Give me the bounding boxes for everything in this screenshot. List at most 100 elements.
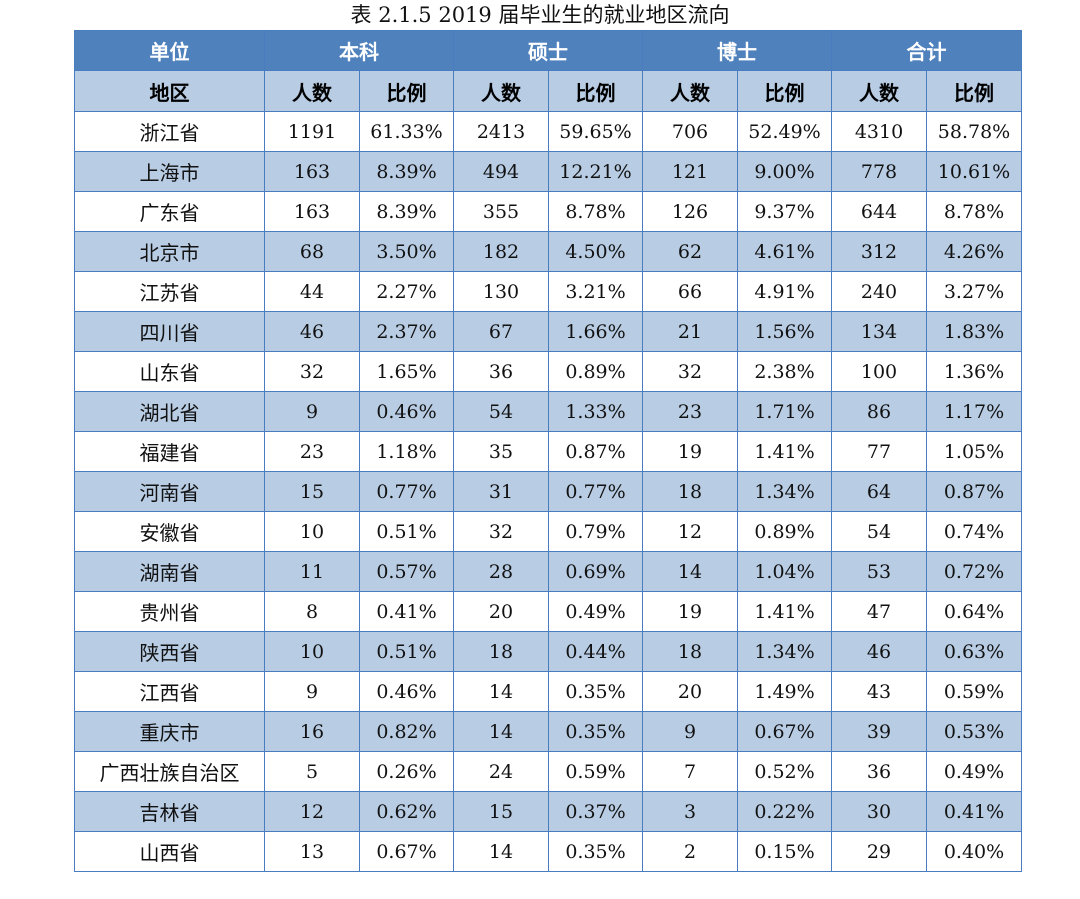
total-ratio-cell: 58.78% <box>926 111 1022 152</box>
master-count-cell: 14 <box>453 831 549 872</box>
header-doctor: 博士 <box>642 30 832 71</box>
undergrad-count-cell: 10 <box>264 511 360 552</box>
doctor-ratio-cell: 1.41% <box>737 591 832 632</box>
doctor-count-cell: 2 <box>642 831 738 872</box>
master-count-cell: 14 <box>453 711 549 752</box>
region-cell: 贵州省 <box>74 591 265 632</box>
table-row: 贵州省 8 0.41% 20 0.49% 19 1.41% 47 0.64% <box>74 591 1022 632</box>
master-count-cell: 18 <box>453 631 549 672</box>
sub-header-count: 人数 <box>264 70 360 112</box>
doctor-ratio-cell: 1.34% <box>737 631 832 672</box>
table-row: 重庆市 16 0.82% 14 0.35% 9 0.67% 39 0.53% <box>74 711 1022 752</box>
doctor-count-cell: 18 <box>642 631 738 672</box>
total-count-cell: 54 <box>831 511 927 552</box>
region-cell: 广西壮族自治区 <box>74 751 265 792</box>
region-cell: 陕西省 <box>74 631 265 672</box>
region-cell: 湖南省 <box>74 551 265 592</box>
master-ratio-cell: 0.35% <box>548 711 643 752</box>
table-row: 湖北省 9 0.46% 54 1.33% 23 1.71% 86 1.17% <box>74 391 1022 432</box>
region-cell: 四川省 <box>74 311 265 352</box>
doctor-count-cell: 19 <box>642 591 738 632</box>
doctor-count-cell: 19 <box>642 431 738 472</box>
doctor-count-cell: 66 <box>642 271 738 312</box>
doctor-ratio-cell: 2.38% <box>737 351 832 392</box>
doctor-ratio-cell: 9.37% <box>737 191 832 232</box>
undergrad-ratio-cell: 0.62% <box>359 791 454 832</box>
header-total: 合计 <box>831 30 1022 71</box>
master-count-cell: 24 <box>453 751 549 792</box>
table-row: 山西省 13 0.67% 14 0.35% 2 0.15% 29 0.40% <box>74 831 1022 872</box>
master-ratio-cell: 0.37% <box>548 791 643 832</box>
undergrad-count-cell: 1191 <box>264 111 360 152</box>
master-count-cell: 28 <box>453 551 549 592</box>
master-count-cell: 67 <box>453 311 549 352</box>
master-count-cell: 20 <box>453 591 549 632</box>
total-count-cell: 39 <box>831 711 927 752</box>
master-count-cell: 31 <box>453 471 549 512</box>
doctor-ratio-cell: 1.41% <box>737 431 832 472</box>
undergrad-ratio-cell: 0.77% <box>359 471 454 512</box>
doctor-count-cell: 21 <box>642 311 738 352</box>
region-cell: 河南省 <box>74 471 265 512</box>
total-count-cell: 30 <box>831 791 927 832</box>
total-count-cell: 312 <box>831 231 927 272</box>
undergrad-ratio-cell: 8.39% <box>359 191 454 232</box>
master-count-cell: 494 <box>453 151 549 192</box>
undergrad-ratio-cell: 1.18% <box>359 431 454 472</box>
region-cell: 上海市 <box>74 151 265 192</box>
undergrad-ratio-cell: 0.51% <box>359 631 454 672</box>
total-count-cell: 64 <box>831 471 927 512</box>
total-count-cell: 240 <box>831 271 927 312</box>
undergrad-count-cell: 13 <box>264 831 360 872</box>
table-row: 福建省 23 1.18% 35 0.87% 19 1.41% 77 1.05% <box>74 431 1022 472</box>
table-row: 上海市 163 8.39% 494 12.21% 121 9.00% 778 10.61% <box>74 151 1022 192</box>
total-count-cell: 77 <box>831 431 927 472</box>
table-row: 湖南省 11 0.57% 28 0.69% 14 1.04% 53 0.72% <box>74 551 1022 592</box>
total-count-cell: 100 <box>831 351 927 392</box>
master-count-cell: 15 <box>453 791 549 832</box>
table-row: 广西壮族自治区 5 0.26% 24 0.59% 7 0.52% 36 0.49% <box>74 751 1022 792</box>
master-ratio-cell: 12.21% <box>548 151 643 192</box>
total-ratio-cell: 0.74% <box>926 511 1022 552</box>
undergrad-count-cell: 46 <box>264 311 360 352</box>
table-row: 广东省 163 8.39% 355 8.78% 126 9.37% 644 8.78% <box>74 191 1022 232</box>
doctor-count-cell: 121 <box>642 151 738 192</box>
master-count-cell: 36 <box>453 351 549 392</box>
total-ratio-cell: 8.78% <box>926 191 1022 232</box>
doctor-count-cell: 62 <box>642 231 738 272</box>
master-count-cell: 14 <box>453 671 549 712</box>
total-count-cell: 134 <box>831 311 927 352</box>
master-ratio-cell: 3.21% <box>548 271 643 312</box>
doctor-ratio-cell: 0.89% <box>737 511 832 552</box>
undergrad-ratio-cell: 2.27% <box>359 271 454 312</box>
undergrad-ratio-cell: 61.33% <box>359 111 454 152</box>
doctor-count-cell: 23 <box>642 391 738 432</box>
doctor-count-cell: 706 <box>642 111 738 152</box>
table-row: 河南省 15 0.77% 31 0.77% 18 1.34% 64 0.87% <box>74 471 1022 512</box>
undergrad-count-cell: 15 <box>264 471 360 512</box>
master-ratio-cell: 1.66% <box>548 311 643 352</box>
undergrad-count-cell: 44 <box>264 271 360 312</box>
doctor-ratio-cell: 4.91% <box>737 271 832 312</box>
total-ratio-cell: 4.26% <box>926 231 1022 272</box>
total-count-cell: 4310 <box>831 111 927 152</box>
master-ratio-cell: 1.33% <box>548 391 643 432</box>
doctor-count-cell: 3 <box>642 791 738 832</box>
total-ratio-cell: 0.41% <box>926 791 1022 832</box>
total-ratio-cell: 3.27% <box>926 271 1022 312</box>
sub-header-ratio: 比例 <box>926 70 1022 112</box>
total-count-cell: 46 <box>831 631 927 672</box>
total-ratio-cell: 1.05% <box>926 431 1022 472</box>
region-cell: 福建省 <box>74 431 265 472</box>
doctor-ratio-cell: 1.56% <box>737 311 832 352</box>
header-group-row: 单位 本科 硕士 博士 合计 <box>74 30 1022 71</box>
total-ratio-cell: 1.83% <box>926 311 1022 352</box>
total-count-cell: 778 <box>831 151 927 192</box>
undergrad-ratio-cell: 0.57% <box>359 551 454 592</box>
region-cell: 吉林省 <box>74 791 265 832</box>
table-row: 北京市 68 3.50% 182 4.50% 62 4.61% 312 4.26% <box>74 231 1022 272</box>
table-row: 浙江省 1191 61.33% 2413 59.65% 706 52.49% 4310 58.7… <box>74 111 1022 152</box>
undergrad-count-cell: 32 <box>264 351 360 392</box>
table-row: 江苏省 44 2.27% 130 3.21% 66 4.91% 240 3.27% <box>74 271 1022 312</box>
undergrad-count-cell: 23 <box>264 431 360 472</box>
